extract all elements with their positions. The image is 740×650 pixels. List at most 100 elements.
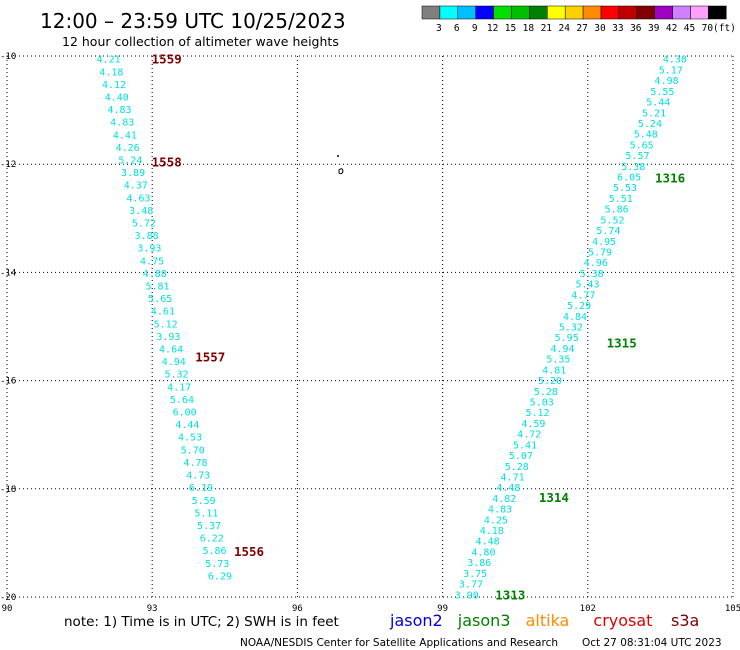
wave-height-value: 4.18 <box>480 526 504 537</box>
wave-height-value: 5.95 <box>555 333 579 344</box>
satellite-name-jason2: jason2 <box>389 611 443 630</box>
footer-credit: NOAA/NESDIS Center for Satellite Applica… <box>240 637 558 649</box>
wave-height-value: 5.28 <box>534 387 558 398</box>
legend-label: 39 <box>648 23 660 34</box>
legend-label: 15 <box>505 23 516 34</box>
wave-height-value: 5.11 <box>194 508 218 519</box>
pass-time-label: 1316 <box>655 171 685 186</box>
legend-label: 21 <box>541 23 553 34</box>
pass-time-label: 1557 <box>195 349 225 364</box>
wave-height-value: 5.65 <box>148 294 172 305</box>
legend-swatch <box>618 5 638 20</box>
legend-swatch <box>690 5 709 20</box>
wave-height-value: 4.80 <box>471 547 495 558</box>
wave-height-value: 5.57 <box>625 151 649 162</box>
legend-label: 24 <box>558 23 570 34</box>
footer-timestamp: Oct 27 08:31:04 UTC 2023 <box>582 637 722 649</box>
x-tick-label: 99 <box>437 604 448 614</box>
wave-height-value: 5.17 <box>659 65 683 76</box>
wave-height-value: 5.53 <box>613 183 637 194</box>
legend-label: 33 <box>612 23 623 34</box>
wave-height-value: 5.65 <box>630 140 654 151</box>
legend-swatch <box>421 5 441 20</box>
wave-height-value: 4.21 <box>97 55 121 66</box>
pass-time-label: 1313 <box>495 587 525 602</box>
wave-height-value: 5.43 <box>575 280 599 291</box>
wave-height-value: 5.12 <box>526 408 550 419</box>
x-tick-label: 90 <box>2 604 13 614</box>
y-tick-label: -10 <box>0 52 16 62</box>
legend-swatch <box>547 5 566 20</box>
pass-time-label: 1559 <box>152 52 182 67</box>
wave-height-value: 3.75 <box>463 569 487 580</box>
wave-height-value: 5.64 <box>170 395 194 406</box>
wave-height-value: 5.79 <box>588 248 612 259</box>
x-tick-label: 102 <box>580 604 596 614</box>
chart-title: 12:00 – 23:59 UTC 10/25/2023 <box>40 9 346 33</box>
legend-label: 36 <box>630 23 642 34</box>
wave-height-value: 3.48 <box>129 206 153 217</box>
wave-height-value: 5.20 <box>538 376 562 387</box>
wave-height-value: 4.83 <box>488 505 512 516</box>
wave-height-value: 3.77 <box>459 580 483 591</box>
island-marker <box>337 155 344 175</box>
legend-label: 27 <box>576 23 587 34</box>
wave-height-value: 5.38 <box>621 162 645 173</box>
wave-height-value: 5.37 <box>197 521 221 532</box>
wave-height-value: 5.29 <box>567 301 591 312</box>
wave-height-value: 4.77 <box>571 290 595 301</box>
track-jason3: 4.385.174.985.555.445.215.245.485.655.57… <box>455 55 687 603</box>
wave-height-value: 6.00 <box>173 408 197 419</box>
wave-height-value: 4.98 <box>655 76 679 87</box>
axis-ticks: 90 93 96 99 102 105 -10 -12 -14 -16 -18 -20 <box>0 52 740 614</box>
legend-label: 70 <box>702 23 714 34</box>
y-tick-label: -14 <box>0 268 16 278</box>
wave-height-value: 5.52 <box>600 215 624 226</box>
wave-height-value: 4.71 <box>501 472 525 483</box>
wave-height-value: 5.44 <box>646 98 670 109</box>
wave-height-value: 4.73 <box>186 471 210 482</box>
wave-height-value: 5.21 <box>642 108 666 119</box>
wave-height-value: 5.32 <box>164 370 188 381</box>
wave-height-value: 4.25 <box>484 515 508 526</box>
wave-height-value: 5.55 <box>650 87 674 98</box>
wave-height-value: 5.70 <box>181 445 205 456</box>
wave-height-value: 4.40 <box>105 93 129 104</box>
wave-height-value: 5.24 <box>638 119 662 130</box>
legend-label: 30 <box>594 23 606 34</box>
wave-height-value: 4.48 <box>496 483 520 494</box>
footer-note: note: 1) Time is in UTC; 2) SWH is in fe… <box>64 614 339 630</box>
wave-height-value: 4.94 <box>162 357 186 368</box>
wave-height-value: 5.72 <box>132 219 156 230</box>
wave-height-value: 4.41 <box>113 130 137 141</box>
track-s3a: 4.214.184.124.404.834.834.414.265.243.89… <box>97 52 264 583</box>
wave-height-value: 5.74 <box>596 226 620 237</box>
legend-swatch <box>439 5 459 20</box>
wave-height-value: 4.53 <box>178 433 202 444</box>
wave-height-value: 3.93 <box>156 332 180 343</box>
wave-height-value: 4.63 <box>126 193 150 204</box>
pass-time-label: 1558 <box>152 154 182 169</box>
wave-height-value: 5.86 <box>202 546 226 557</box>
wave-height-value: 4.81 <box>542 365 566 376</box>
wave-height-value: 4.78 <box>183 458 207 469</box>
legend-label: 6 <box>454 23 460 34</box>
legend-label: 12 <box>487 23 498 34</box>
legend-swatch <box>672 5 691 20</box>
legend-unit: (ft) <box>713 23 736 34</box>
wave-height-value: 3.93 <box>137 244 161 255</box>
wave-height-value: 4.38 <box>663 55 687 66</box>
legend-swatch <box>636 5 655 20</box>
wave-height-value: 5.38 <box>580 269 604 280</box>
wave-height-value: 5.03 <box>530 397 554 408</box>
chart-subtitle: 12 hour collection of altimeter wave hei… <box>62 34 339 49</box>
wave-height-value: 5.28 <box>505 462 529 473</box>
wave-height-value: 5.32 <box>559 323 583 334</box>
wave-height-value: 4.44 <box>175 420 199 431</box>
wave-height-value: 5.12 <box>154 319 178 330</box>
wave-height-value: 4.18 <box>99 67 123 78</box>
legend-swatch <box>493 5 512 20</box>
wave-height-value: 4.75 <box>140 256 164 267</box>
legend-swatch <box>529 5 548 20</box>
